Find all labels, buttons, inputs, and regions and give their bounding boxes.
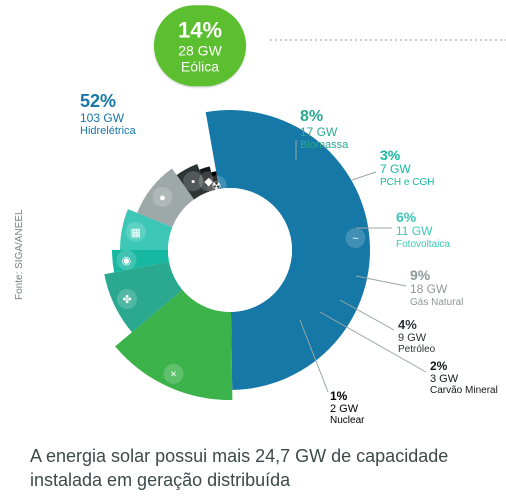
pch-icon: ◉ [122,255,132,267]
label-gas: 9%18 GWGás Natural [410,268,463,308]
label-hidro: 52%103 GWHidrelétrica [80,92,136,137]
featured-gw: 28 GW [178,43,222,59]
label-petroleo-gw: 9 GW [398,332,435,344]
donut-chart: ~×✤◉▦●▪◆☢ [0,0,506,504]
label-fotov-gw: 11 GW [396,225,450,238]
label-carvao: 2%3 GWCarvão Mineral [430,360,498,396]
label-nuclear-percent: 1% [330,390,364,403]
label-biomassa-name: Biomassa [300,139,348,151]
label-pch-gw: 7 GW [380,163,434,176]
label-biomassa-percent: 8% [300,108,348,126]
label-fotov: 6%11 GWFotovoltaica [396,210,450,250]
label-nuclear-name: Nuclear [330,415,364,426]
label-hidro-name: Hidrelétrica [80,125,136,137]
petroleo-icon: ▪ [191,176,195,188]
caption-text: A energia solar possui mais 24,7 GW de c… [30,445,476,492]
label-fotov-percent: 6% [396,210,450,225]
featured-name: Eólica [178,59,222,75]
label-nuclear-gw: 2 GW [330,403,364,415]
label-gas-percent: 9% [410,268,463,283]
eolica-icon: × [170,369,176,381]
label-carvao-percent: 2% [430,360,498,373]
label-gas-name: Gás Natural [410,297,463,308]
source-text: Fonte: SIGA/ANEEL [14,209,25,300]
label-carvao-gw: 3 GW [430,373,498,385]
label-carvao-name: Carvão Mineral [430,385,498,396]
label-gas-gw: 18 GW [410,283,463,296]
leader-pch [352,172,376,180]
featured-percent: 14% [178,17,222,42]
label-pch: 3%7 GWPCH e CGH [380,148,434,188]
label-biomassa-gw: 17 GW [300,126,348,139]
label-hidro-gw: 103 GW [80,112,136,125]
biomassa-icon: ✤ [122,294,131,306]
label-petroleo-percent: 4% [398,318,435,332]
label-hidro-percent: 52% [80,92,136,112]
label-pch-name: PCH e CGH [380,177,434,188]
featured-badge: 14% 28 GW Eólica [154,5,246,86]
hidro-icon: ~ [352,233,358,245]
label-petroleo-name: Petróleo [398,344,435,355]
chart-stage: ~×✤◉▦●▪◆☢ 14% 28 GW Eólica 52%103 GWHidr… [0,0,506,504]
donut-hole [168,188,292,312]
label-nuclear: 1%2 GWNuclear [330,390,364,426]
fotov-icon: ▦ [131,227,141,239]
gas-icon: ● [159,192,166,204]
label-fotov-name: Fotovoltaica [396,239,450,250]
label-biomassa: 8%17 GWBiomassa [300,108,348,151]
label-pch-percent: 3% [380,148,434,163]
label-petroleo: 4%9 GWPetróleo [398,318,435,355]
